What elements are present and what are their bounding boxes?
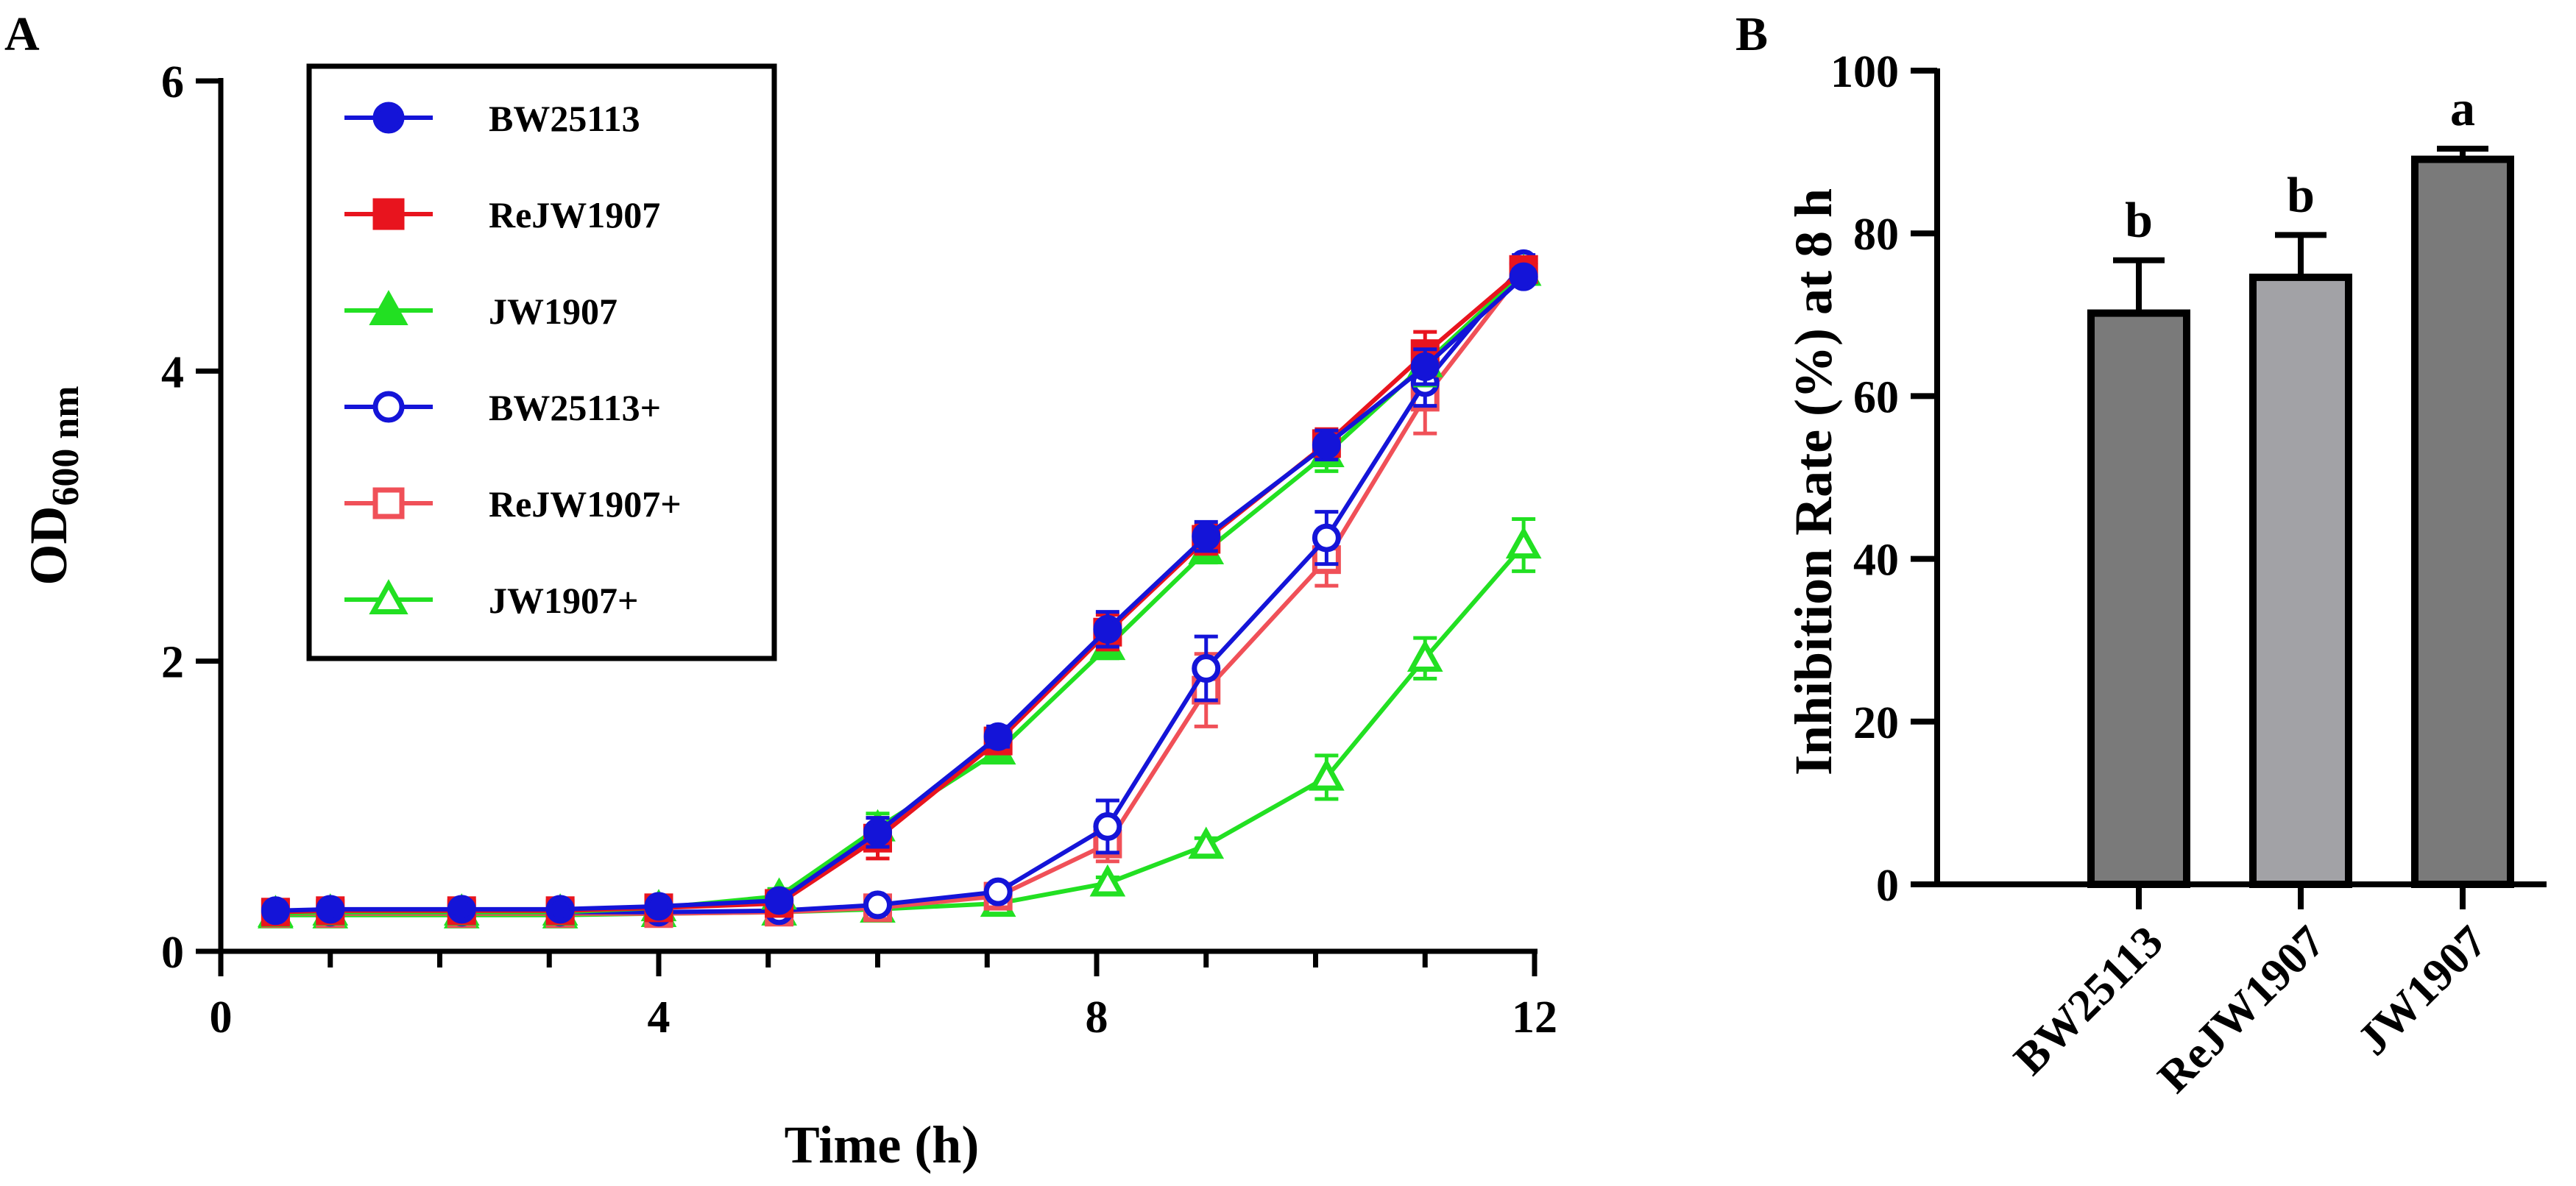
bar — [2249, 273, 2352, 888]
chart-a-y-tick-label: 2 — [161, 638, 184, 688]
bar — [2087, 309, 2190, 888]
series-bw25113 — [261, 262, 1538, 926]
bar-jw1907: a JW1907 — [2348, 80, 2514, 1065]
chart-a-x-tick-label: 8 — [1086, 993, 1108, 1043]
chart-a-x-tick-label: 4 — [648, 993, 670, 1043]
chart-a-x-tick-label: 12 — [1512, 993, 1557, 1043]
legend-box — [306, 63, 777, 661]
legend-item: BW25113 — [344, 98, 640, 139]
category-label: ReJW1907 — [2148, 917, 2335, 1103]
inhibition-rate-bar-chart: 0 20 40 60 80 100 b BW25113 b ReJW1907 a JW1907 — [1830, 47, 2547, 1102]
legend-item: JW1907+ — [344, 579, 639, 621]
chart-b-y-axis-title: Inhibition Rate (%) at 8 h — [1784, 188, 1843, 775]
legend-marker — [369, 290, 408, 326]
data-point — [1505, 526, 1542, 559]
legend-label: JW1907 — [489, 291, 618, 332]
legend-label: JW1907+ — [489, 580, 639, 621]
data-point — [1093, 812, 1122, 841]
significance-letter: a — [2450, 80, 2475, 136]
panel-a-label: A — [4, 7, 40, 61]
data-point — [316, 895, 345, 924]
growth-curve-chart: 0 4 8 12 0 2 4 6 BW25113 ReJW1907 JW1907 BW25113+ Re… — [161, 57, 1557, 1043]
chart-b-y-tick-label: 0 — [1876, 861, 1899, 911]
data-point — [1188, 826, 1225, 859]
data-point — [1406, 639, 1443, 672]
data-point — [1192, 654, 1221, 683]
chart-a-legend: BW25113 ReJW1907 JW1907 BW25113+ ReJW1907+ JW… — [306, 63, 777, 661]
data-point — [1312, 523, 1341, 553]
legend-label: BW25113+ — [489, 387, 661, 428]
bar — [2411, 155, 2514, 888]
data-point — [1410, 352, 1440, 381]
category-label: JW1907 — [2348, 917, 2497, 1065]
legend-item: BW25113+ — [344, 387, 661, 428]
data-point — [644, 892, 673, 921]
chart-a-y-tick-label: 0 — [161, 928, 184, 978]
legend-item: ReJW1907 — [344, 194, 660, 235]
chart-b-y-tick-label: 20 — [1853, 698, 1899, 748]
legend-marker — [372, 487, 405, 519]
legend-item: ReJW1907+ — [344, 483, 682, 525]
legend-label: BW25113 — [489, 98, 640, 139]
chart-a-x-axis-title: Time (h) — [785, 1115, 980, 1174]
chart-b-y-tick-label: 60 — [1853, 372, 1899, 422]
chart-a-y-axis-title-subscript: 600 nm — [45, 386, 87, 505]
legend-item: JW1907 — [344, 290, 618, 332]
chart-b-y-tick-label: 100 — [1830, 47, 1899, 97]
data-point — [545, 895, 575, 924]
category-label: BW25113 — [2005, 917, 2173, 1084]
significance-letter: b — [2287, 166, 2315, 222]
data-point — [447, 895, 476, 924]
legend-marker — [372, 102, 405, 134]
data-point — [983, 722, 1013, 751]
data-point — [983, 877, 1013, 906]
data-point — [1093, 614, 1122, 644]
chart-b-y-tick-label: 40 — [1853, 536, 1899, 586]
chart-a-y-axis-title: OD600 nm — [19, 386, 87, 585]
data-point — [1089, 864, 1126, 897]
data-point — [1192, 522, 1221, 551]
data-point — [261, 896, 290, 926]
data-point — [863, 890, 892, 920]
data-point — [765, 886, 794, 915]
chart-b-y-tick-label: 80 — [1853, 210, 1899, 260]
data-point — [1312, 430, 1341, 460]
legend-label: ReJW1907 — [489, 194, 660, 235]
chart-a-x-tick-label: 0 — [210, 993, 233, 1043]
bar-bw25113: b BW25113 — [2005, 192, 2190, 1084]
data-point — [1509, 262, 1538, 291]
legend-marker — [369, 579, 408, 615]
data-point — [863, 817, 892, 847]
data-point — [1309, 758, 1345, 791]
legend-marker — [372, 198, 405, 230]
chart-a-y-tick-label: 4 — [161, 347, 184, 397]
panel-b-label: B — [1735, 7, 1768, 61]
chart-a-y-axis-title-main: OD — [19, 506, 78, 586]
legend-label: ReJW1907+ — [489, 483, 682, 525]
significance-letter: b — [2125, 192, 2153, 248]
chart-a-y-tick-label: 6 — [161, 57, 184, 107]
legend-marker — [372, 391, 405, 423]
